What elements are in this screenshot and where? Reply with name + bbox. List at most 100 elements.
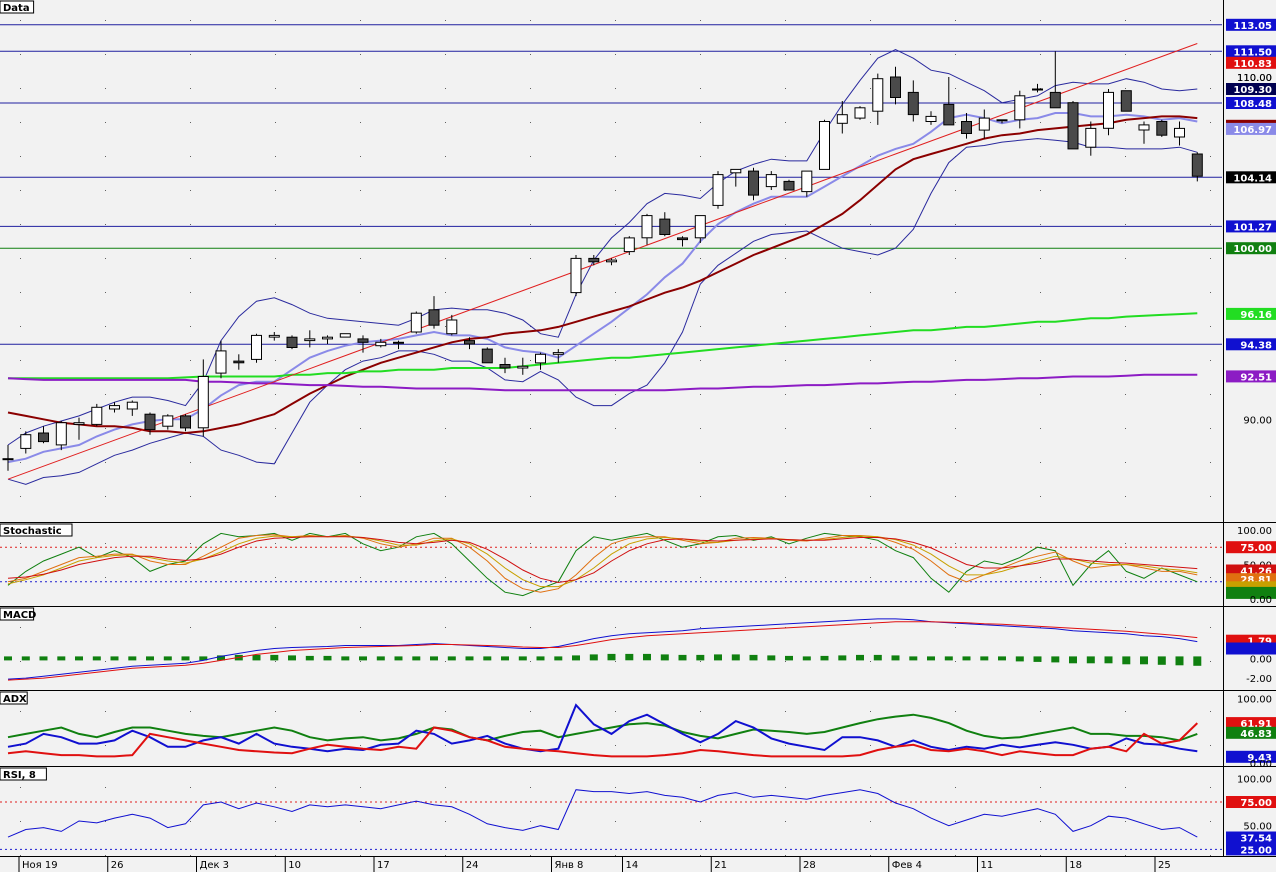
candle-body — [410, 312, 422, 333]
candle — [943, 77, 955, 126]
candle — [588, 255, 600, 266]
grid-dot — [1125, 543, 1126, 544]
grid-dot — [275, 54, 276, 55]
candle — [322, 335, 333, 344]
grid-dot — [275, 745, 276, 746]
histogram-bar — [838, 655, 847, 661]
value-badge: 101.27 — [1233, 222, 1272, 233]
candle — [180, 414, 191, 432]
candle — [55, 421, 67, 451]
grid-dot — [870, 292, 871, 293]
grid-dot — [615, 258, 616, 259]
grid-dot — [105, 627, 106, 628]
candle-body — [197, 376, 209, 429]
grid-dot — [955, 428, 956, 429]
grid-dot — [530, 462, 531, 463]
candle — [517, 357, 529, 375]
grid-dot — [1040, 543, 1041, 544]
value-badge-bg — [1226, 171, 1276, 184]
candle-body — [1067, 102, 1079, 150]
grid-dot — [190, 428, 191, 429]
candle — [197, 359, 209, 437]
grid-dot — [20, 394, 21, 395]
histogram-bar — [447, 656, 456, 661]
grid-dot — [445, 258, 446, 259]
grid-dot — [615, 292, 616, 293]
histogram-bar — [501, 656, 509, 661]
grid-dot — [955, 496, 956, 497]
histogram-bar — [1086, 656, 1095, 664]
histogram-bar — [1033, 656, 1042, 662]
grid-dot — [785, 292, 786, 293]
value-badge: 100.00 — [1233, 244, 1272, 255]
value-badge: 75.00 — [1240, 543, 1272, 554]
grid-dot — [20, 661, 21, 662]
value-badge: 0.00 — [1250, 595, 1272, 606]
grid-dot — [530, 577, 531, 578]
grid-dot — [1040, 292, 1041, 293]
pane-title-box — [0, 767, 47, 781]
price-pane: 90.00110.00113.05111.50110.83110.00109.3… — [0, 0, 1276, 497]
histogram-bar — [749, 654, 758, 661]
histogram-bar — [767, 655, 776, 661]
candle-body — [996, 119, 1008, 122]
candle — [286, 335, 298, 350]
grid-dot — [360, 122, 361, 123]
candle — [552, 349, 564, 363]
grid-dot — [445, 122, 446, 123]
histogram-bar — [518, 656, 527, 661]
histogram-bar — [1104, 656, 1113, 664]
histogram-bar — [199, 656, 208, 661]
candle-body — [606, 259, 617, 263]
grid-dot — [360, 292, 361, 293]
grid-dot — [955, 787, 956, 788]
grid-dot — [1040, 787, 1041, 788]
grid-dot — [20, 292, 21, 293]
candle-body — [1014, 95, 1026, 121]
grid-dot — [870, 122, 871, 123]
value-badge: 37.54 — [1240, 834, 1272, 845]
grid-dot — [955, 711, 956, 712]
grid-dot — [785, 821, 786, 822]
grid-dot — [785, 577, 786, 578]
grid-dot — [445, 428, 446, 429]
grid-dot — [1125, 156, 1126, 157]
grid-dot — [1125, 54, 1126, 55]
grid-dot — [105, 190, 106, 191]
value-badge: 94.38 — [1240, 340, 1272, 351]
grid-dot — [445, 292, 446, 293]
grid-dot — [1040, 821, 1041, 822]
histogram-bar — [1175, 656, 1184, 666]
grid-dot — [190, 661, 191, 662]
grid-dot — [105, 821, 106, 822]
grid-dot — [785, 122, 786, 123]
date-label: 17 — [377, 860, 390, 871]
candle — [109, 402, 120, 413]
grid-dot — [615, 54, 616, 55]
grid-dot — [530, 88, 531, 89]
grid-dot — [700, 745, 701, 746]
grid-dot — [105, 745, 106, 746]
grid-dot — [785, 428, 786, 429]
grid-dot — [105, 292, 106, 293]
candle-body — [1138, 124, 1150, 131]
candle — [1120, 90, 1132, 112]
histogram-bar — [607, 653, 616, 661]
grid-dot — [190, 326, 191, 327]
grid-dot — [955, 54, 956, 55]
grid-dot — [870, 787, 871, 788]
histogram-bar — [341, 656, 350, 661]
grid-dot — [445, 326, 446, 327]
date-label: 21 — [714, 860, 727, 871]
grid-dot — [105, 428, 106, 429]
value-badge: 25.00 — [1240, 845, 1272, 856]
candle-body — [659, 218, 671, 236]
grid-dot — [955, 821, 956, 822]
grid-dot — [955, 394, 956, 395]
grid-dot — [445, 496, 446, 497]
grid-dot — [870, 543, 871, 544]
stoch-d1 — [7, 534, 1198, 593]
grid-dot — [530, 787, 531, 788]
candle-body — [481, 348, 493, 364]
grid-dot — [700, 577, 701, 578]
